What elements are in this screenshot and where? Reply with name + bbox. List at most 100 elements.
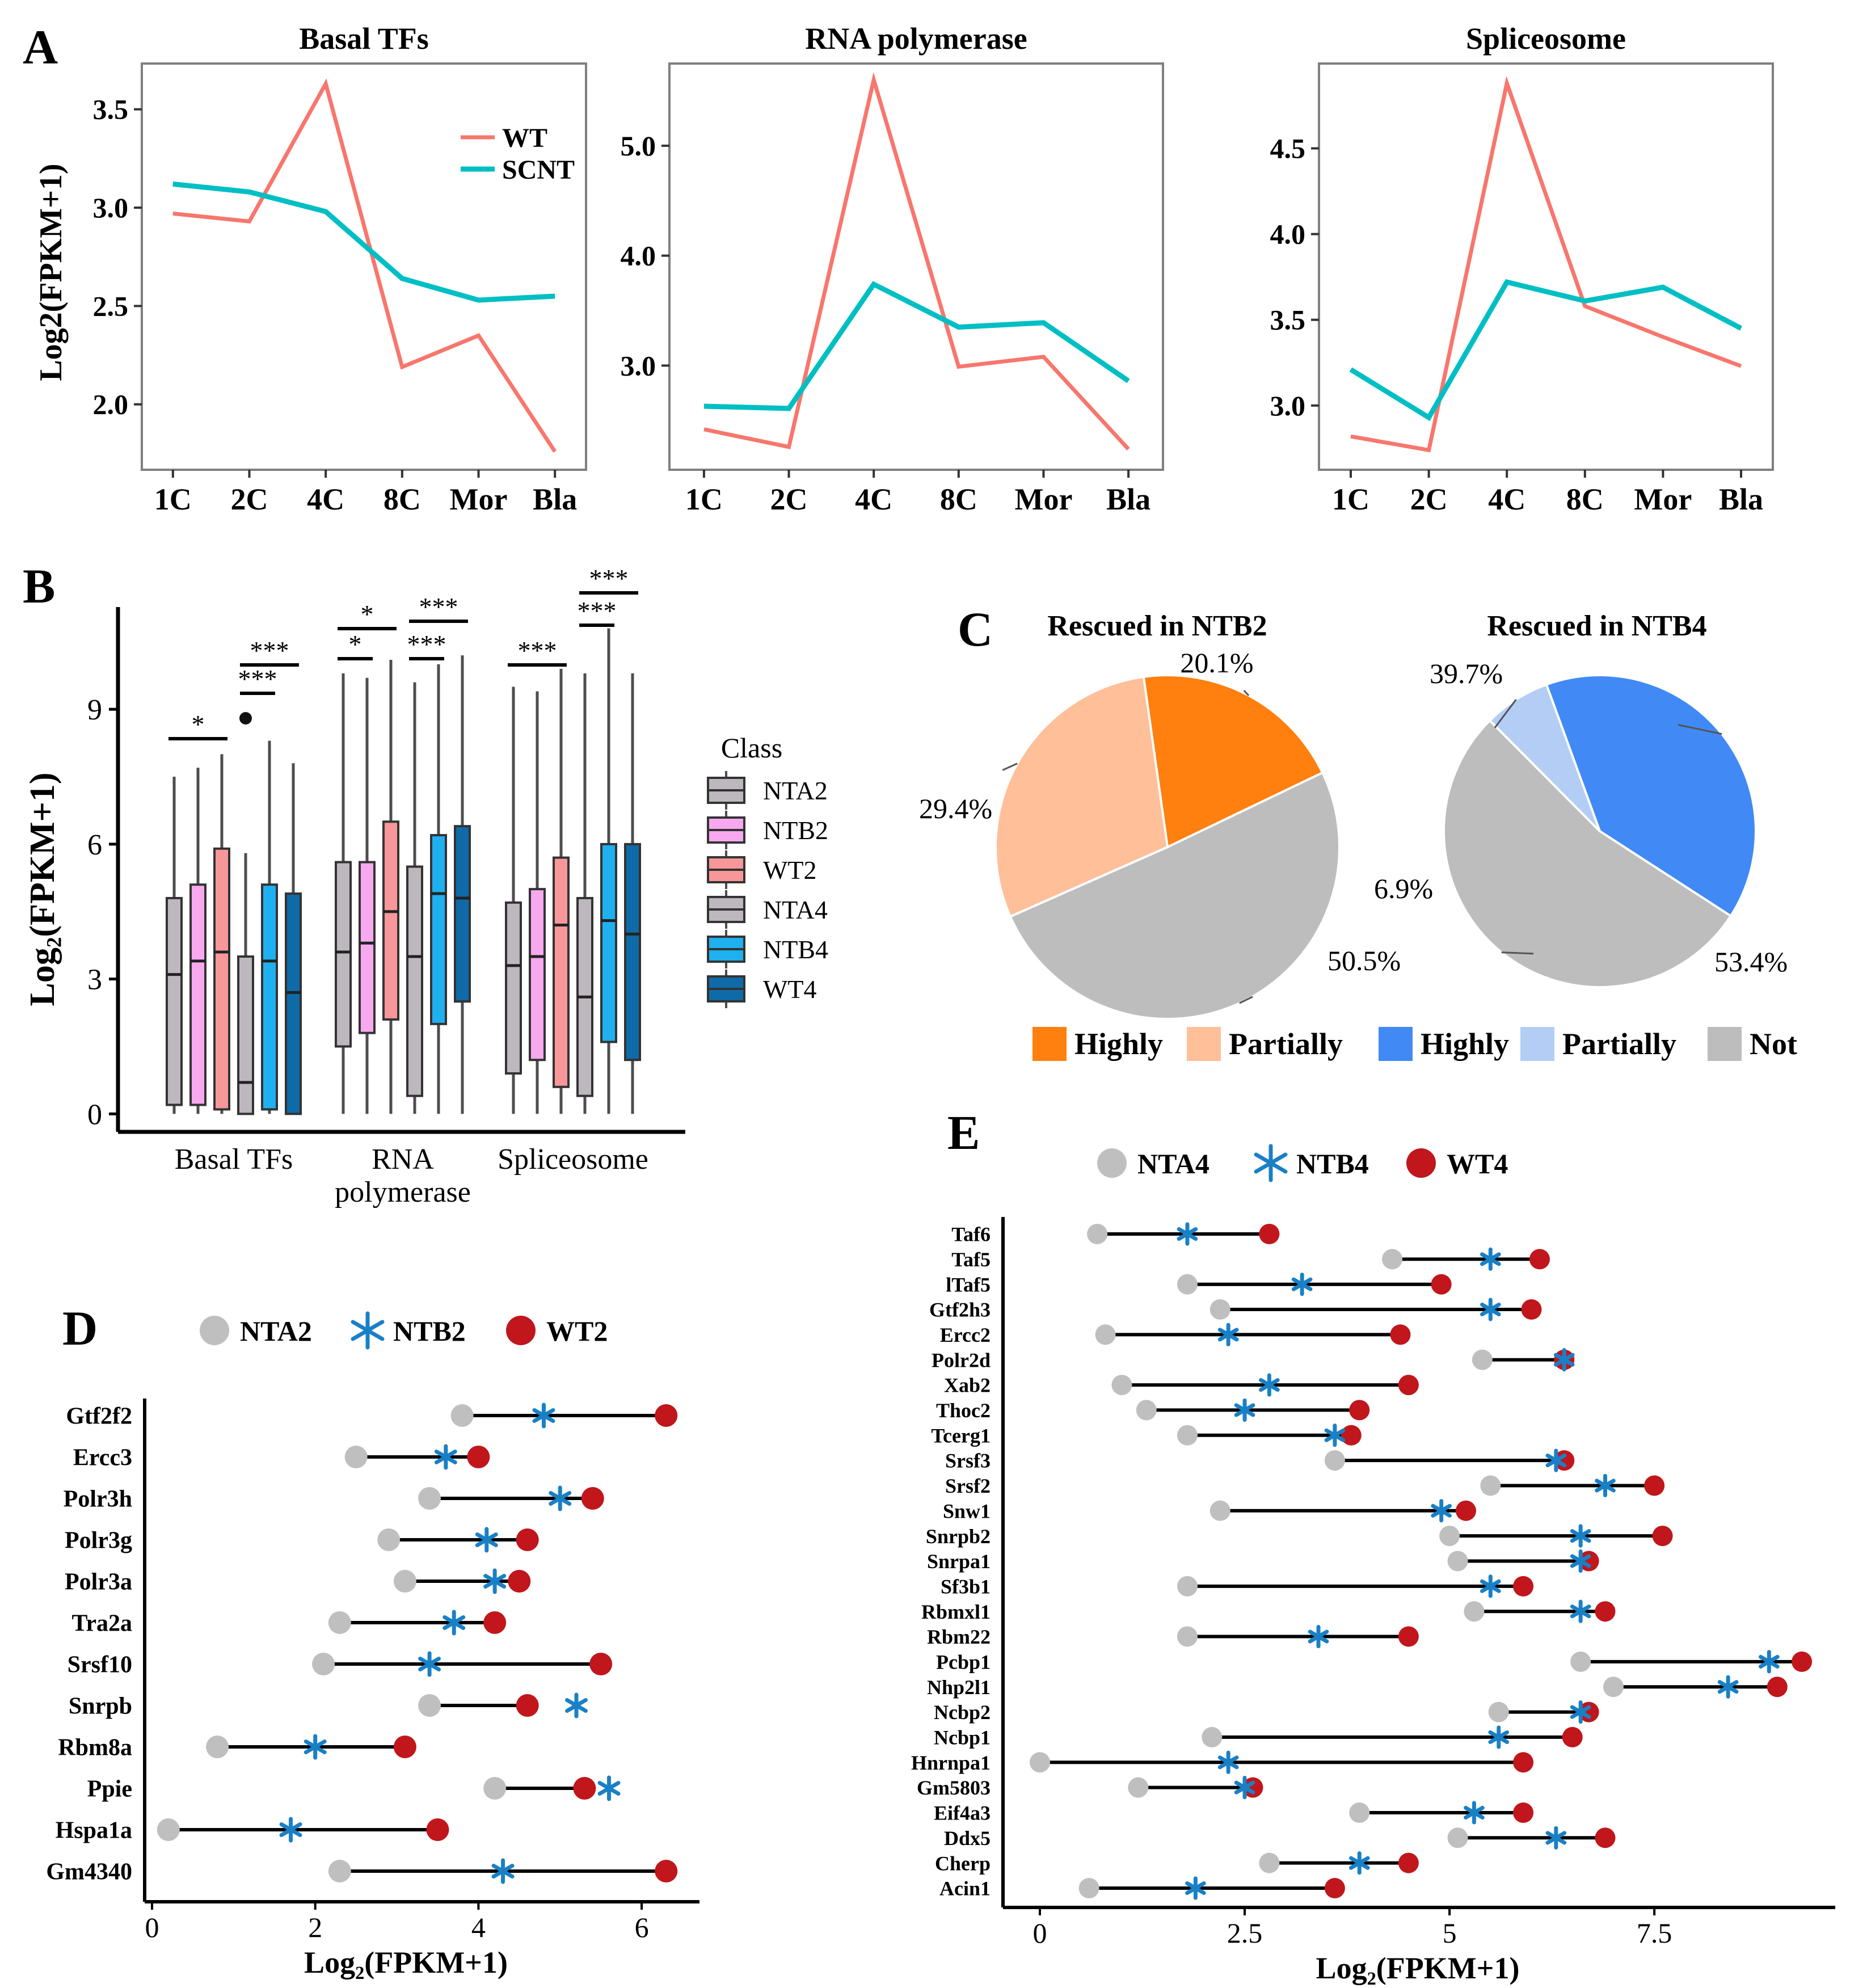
gene-label: Ddx5 bbox=[944, 1827, 991, 1850]
legend-key-ntb2 bbox=[351, 1311, 385, 1350]
x-tick-label: 8C bbox=[1566, 482, 1604, 516]
gene-label: Snrpb2 bbox=[926, 1525, 991, 1548]
box-ntb4 bbox=[600, 843, 617, 1043]
box-nta2 bbox=[335, 861, 352, 1048]
point-nta4 bbox=[1136, 1400, 1157, 1421]
y-tick-label: 4.0 bbox=[1270, 218, 1306, 250]
panel-label-b: B bbox=[23, 559, 55, 613]
x-tick-label: Mor bbox=[1634, 482, 1692, 516]
point-ntb4 bbox=[1217, 1322, 1239, 1346]
point-nta4 bbox=[1447, 1551, 1468, 1572]
point-ntb4-stroke bbox=[1570, 1529, 1591, 1543]
point-nta2 bbox=[377, 1528, 401, 1551]
point-ntb4-stroke bbox=[1545, 1454, 1567, 1468]
gene-label: Sf3b1 bbox=[941, 1575, 991, 1598]
point-nta4 bbox=[1202, 1726, 1223, 1747]
point-ntb4 bbox=[1324, 1423, 1346, 1447]
gene-label: Tcerg1 bbox=[931, 1424, 991, 1447]
y-tick-label: 5.0 bbox=[621, 130, 656, 162]
panel-a: A Basal TFs 2.0 2.5 3.0 3.5 1C 2C 4C 8C Mor Bla Log… bbox=[23, 20, 1774, 516]
box-ntb4 bbox=[430, 834, 447, 1025]
gene-label: Ercc2 bbox=[940, 1324, 991, 1346]
x-tick-label: 1C bbox=[685, 482, 723, 516]
point-wt2 bbox=[573, 1777, 596, 1800]
significance-label: *** bbox=[518, 636, 557, 665]
point-nta4 bbox=[1439, 1526, 1460, 1547]
pie-label: 53.4% bbox=[1714, 946, 1788, 978]
series-line-scnt bbox=[172, 181, 555, 303]
x-tick-label: 4 bbox=[471, 1911, 486, 1943]
point-ntb2-stroke bbox=[491, 1864, 515, 1879]
point-ntb4-stroke bbox=[1431, 1503, 1452, 1518]
point-ntb4-stroke bbox=[1234, 1403, 1255, 1417]
legend-key-not bbox=[1708, 1027, 1742, 1061]
point-wt2 bbox=[483, 1611, 507, 1634]
point-ntb4 bbox=[1570, 1524, 1591, 1548]
point-wt4 bbox=[1595, 1827, 1616, 1848]
point-ntb4-stroke bbox=[1545, 1831, 1567, 1845]
point-ntb4-stroke bbox=[1217, 1755, 1239, 1770]
point-nta2 bbox=[483, 1777, 507, 1800]
gene-label: Acin1 bbox=[939, 1877, 991, 1900]
point-wt4 bbox=[1652, 1526, 1673, 1547]
gene-label: Hnrnpa1 bbox=[911, 1751, 991, 1774]
gene-label: Polr3h bbox=[64, 1486, 132, 1513]
point-wt4 bbox=[1398, 1375, 1419, 1396]
pie-label: 39.7% bbox=[1430, 658, 1503, 689]
panel-label-e: E bbox=[947, 1105, 980, 1160]
point-nta4 bbox=[1128, 1777, 1149, 1798]
point-ntb4 bbox=[1259, 1373, 1280, 1397]
point-ntb4 bbox=[1570, 1700, 1591, 1724]
y-tick-label: 3 bbox=[87, 964, 102, 996]
legend-key-wt4 bbox=[1406, 1148, 1436, 1178]
point-ntb2-stroke bbox=[442, 1615, 466, 1630]
x-tick-label: Mor bbox=[450, 482, 508, 516]
point-nta2 bbox=[328, 1611, 351, 1634]
point-wt2 bbox=[516, 1528, 539, 1551]
point-wt4 bbox=[1595, 1601, 1616, 1622]
x-category-label: Spliceosome bbox=[498, 1143, 648, 1176]
pie-label-leader bbox=[1002, 763, 1018, 771]
point-ntb2 bbox=[442, 1610, 466, 1636]
point-ntb4-stroke bbox=[1570, 1554, 1591, 1568]
x-tick-label: 8C bbox=[383, 482, 421, 516]
legend-key-ntb2-stroke bbox=[351, 1320, 385, 1341]
pie-label-leader bbox=[1243, 690, 1250, 696]
point-nta4 bbox=[1259, 1852, 1280, 1873]
point-ntb4 bbox=[1234, 1776, 1255, 1800]
point-wt2 bbox=[655, 1404, 678, 1427]
box-ntb4 bbox=[261, 883, 278, 1111]
gene-label: Hspa1a bbox=[56, 1818, 132, 1844]
pie-label-leader bbox=[1494, 698, 1517, 728]
point-nta2 bbox=[418, 1487, 441, 1510]
point-nta2 bbox=[450, 1404, 474, 1427]
point-wt4 bbox=[1398, 1626, 1419, 1647]
point-ntb2 bbox=[483, 1568, 507, 1594]
legend-key-partially bbox=[1187, 1027, 1221, 1061]
significance-label: *** bbox=[250, 636, 289, 665]
point-ntb4-stroke bbox=[1291, 1277, 1313, 1291]
pie-label: 20.1% bbox=[1180, 647, 1253, 679]
y-tick-label: 9 bbox=[87, 694, 102, 726]
point-wt4 bbox=[1513, 1752, 1534, 1773]
y-tick-label: 4.5 bbox=[1270, 133, 1306, 165]
point-nta4 bbox=[1603, 1677, 1624, 1698]
y-tick-label: 3.5 bbox=[93, 94, 129, 125]
chart-title: Basal TFs bbox=[299, 22, 429, 56]
y-tick-label: 4.0 bbox=[621, 240, 656, 272]
series-line-wt bbox=[1350, 75, 1742, 453]
legend-key-nta4 bbox=[1097, 1148, 1127, 1178]
panel-label-c: C bbox=[958, 602, 993, 656]
legend-label-wt: WT bbox=[502, 123, 547, 153]
point-ntb4-stroke bbox=[1308, 1629, 1329, 1644]
point-wt4 bbox=[1513, 1576, 1534, 1597]
y-tick-label: 0 bbox=[87, 1098, 102, 1131]
x-tick-label: 4C bbox=[855, 482, 892, 516]
gene-label: Nhp2l1 bbox=[927, 1676, 991, 1699]
point-nta4 bbox=[1570, 1651, 1591, 1672]
point-ntb2 bbox=[549, 1485, 572, 1511]
point-wt4 bbox=[1455, 1500, 1476, 1521]
gene-label: Pcbp1 bbox=[936, 1650, 991, 1673]
box-wt2 bbox=[213, 847, 230, 1111]
point-ntb2 bbox=[597, 1775, 621, 1801]
